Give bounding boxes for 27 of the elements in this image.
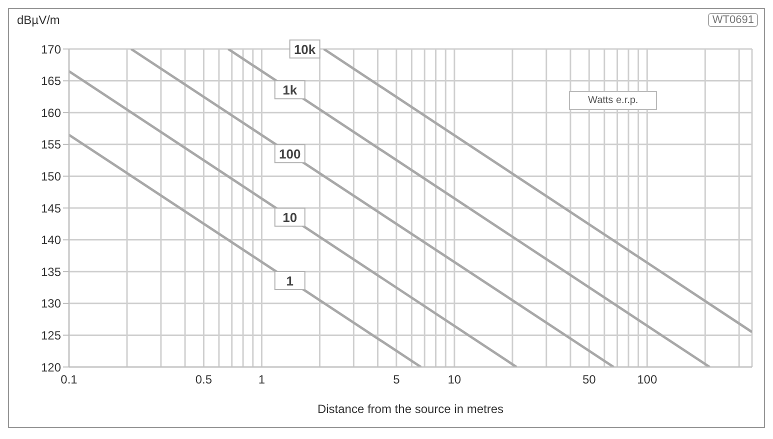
y-tick-label: 125 [40,328,62,342]
y-tick-label: 140 [40,233,62,248]
y-tick-label: 170 [40,42,62,56]
y-tick-label: 165 [40,74,62,88]
series-label: 10 [282,210,298,226]
y-axis-title: dBµV/m [17,13,60,27]
y-tick-label: 145 [40,201,62,216]
x-tick-label: 100 [637,372,658,387]
y-tick-label: 130 [40,296,62,311]
y-tick-label: 150 [40,169,62,184]
y-tick-label: 135 [40,264,62,279]
note-box: Watts e.r.p. [569,91,658,110]
series-label: 1k [282,82,298,98]
x-axis-title: Distance from the source in metres [317,402,504,416]
x-tick-label: 5 [393,372,400,387]
x-tick-label: 0.1 [60,372,78,387]
code-box: WT0691 [708,13,758,27]
x-tick-label: 50 [582,372,596,387]
x-tick-label: 0.5 [195,372,212,387]
y-tick-label: 120 [40,360,62,374]
y-tick-label: 155 [40,138,62,152]
y-tick-label: 160 [40,106,62,120]
series-label: 1 [286,274,294,289]
series-label: 100 [279,146,301,162]
series-label: 10k [294,42,316,57]
x-tick-label: 1 [258,372,266,387]
x-tick-label: 10 [448,372,462,387]
